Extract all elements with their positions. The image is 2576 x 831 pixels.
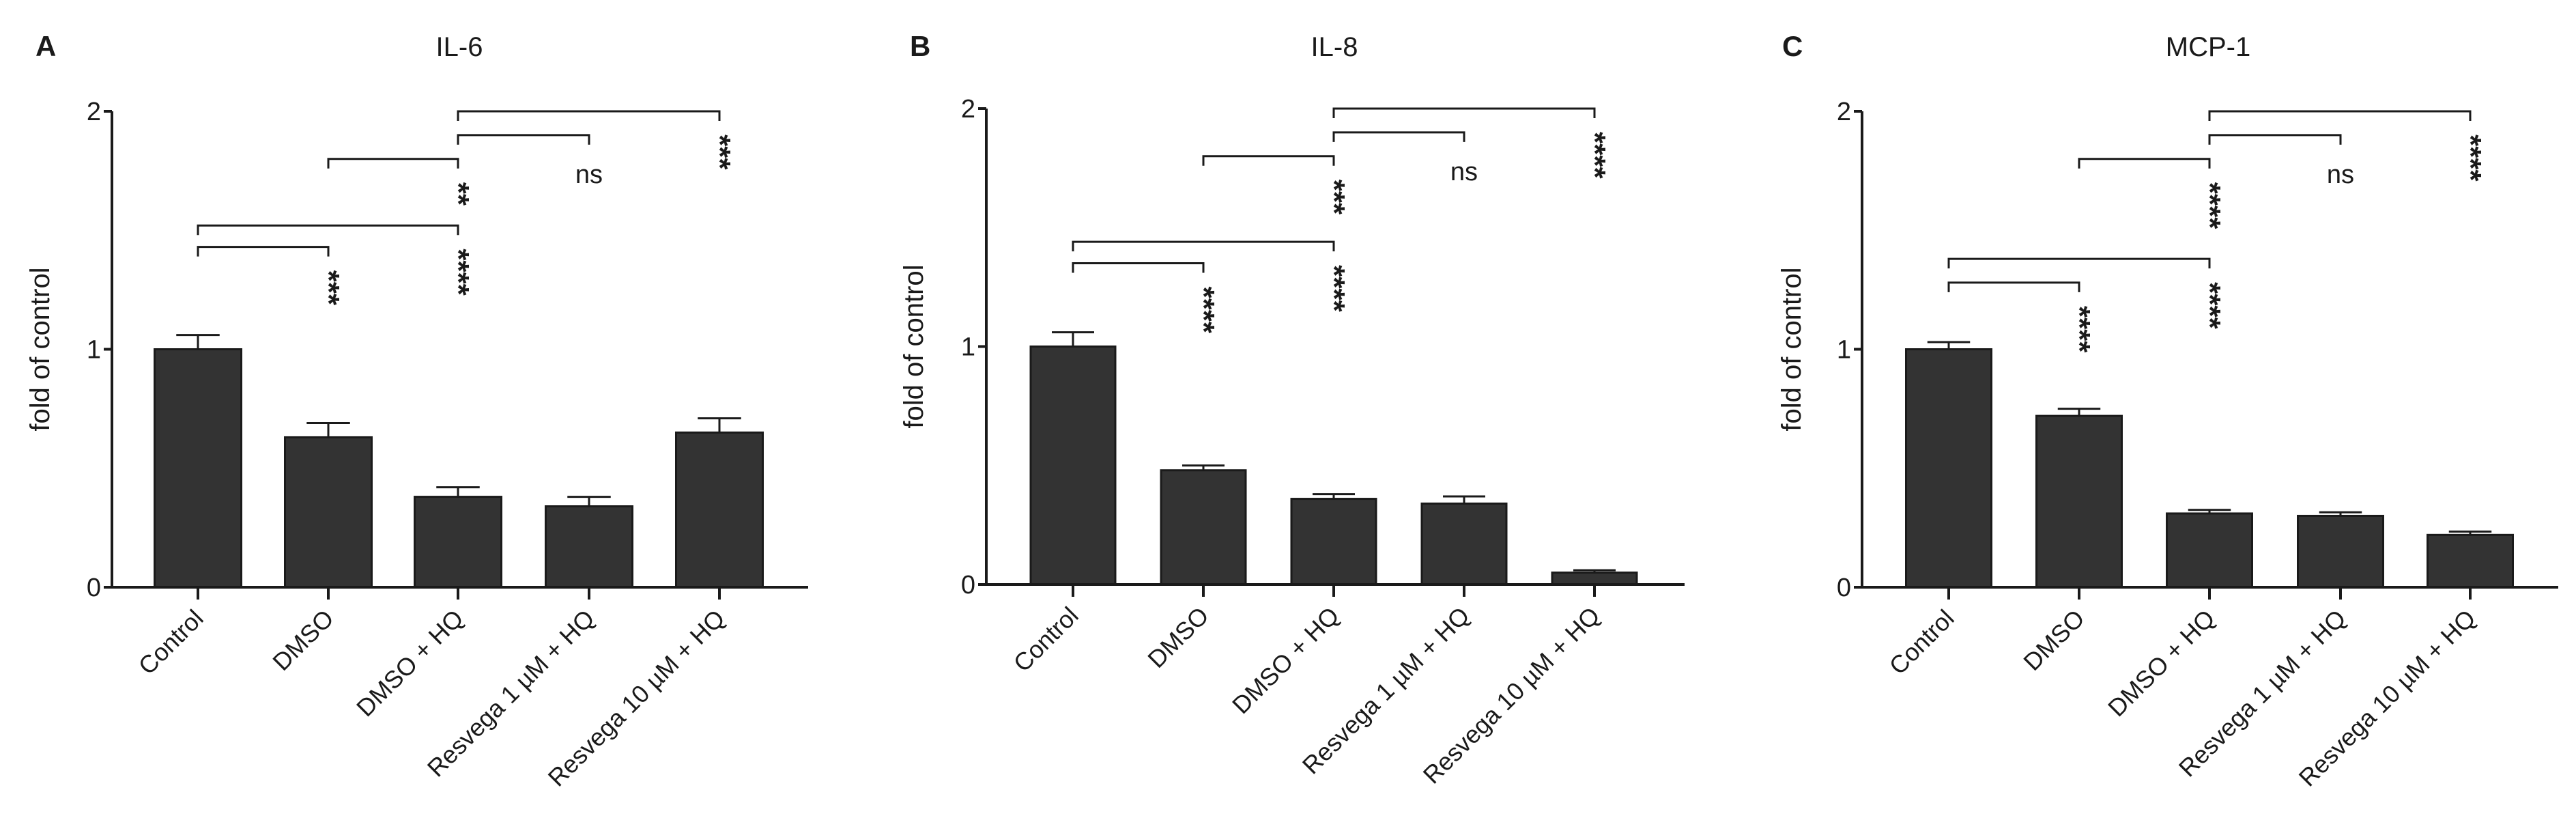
bar xyxy=(284,436,373,589)
x-tick-label: DMSO + HQ xyxy=(351,604,469,722)
x-tick-label: DMSO xyxy=(1142,602,1214,673)
significance-bracket xyxy=(1072,262,1205,273)
error-bar xyxy=(1182,464,1225,470)
significance-label: ns xyxy=(575,160,603,189)
significance-bracket xyxy=(2208,134,2342,145)
bar xyxy=(1290,498,1377,586)
chart-title: IL-8 xyxy=(1311,32,1358,62)
significance-label: *** xyxy=(1317,180,1351,215)
y-tick-label: 2 xyxy=(87,98,101,126)
error-bar xyxy=(306,422,350,438)
significance-label: *** xyxy=(312,270,345,306)
significance-label: **** xyxy=(442,249,475,296)
bar xyxy=(414,496,502,589)
bar xyxy=(545,505,633,589)
significance-label: ns xyxy=(2327,160,2354,189)
error-bar xyxy=(1927,341,1971,350)
significance-bracket xyxy=(1947,257,2211,269)
significance-bracket xyxy=(197,246,330,257)
error-bar xyxy=(567,496,611,507)
x-tick-label: Control xyxy=(1008,602,1084,677)
y-tick-label: 1 xyxy=(961,333,975,362)
bar xyxy=(1905,348,1992,589)
significance-bracket xyxy=(197,224,459,236)
y-tick-label: 0 xyxy=(961,571,975,600)
y-axis-label: fold of control xyxy=(25,267,55,431)
panel-label: A xyxy=(35,30,56,62)
x-tick-label: DMSO + HQ xyxy=(1227,602,1345,720)
significance-bracket xyxy=(457,134,590,145)
error-bar xyxy=(2448,530,2492,535)
significance-bracket xyxy=(327,158,459,169)
significance-label: **** xyxy=(2193,282,2227,329)
x-tick-label: DMSO xyxy=(2018,604,2089,676)
significance-bracket xyxy=(1332,107,1596,118)
error-bar xyxy=(176,334,220,350)
error-bar xyxy=(1573,569,1616,573)
chart-panel-b: B IL-8 fold of control 0 1 2 Control DMSO DMSO +… xyxy=(899,30,1685,789)
bar xyxy=(1551,572,1638,586)
significance-label: **** xyxy=(1578,132,1612,179)
panel-label: C xyxy=(1782,30,1803,62)
y-tick-label: 1 xyxy=(87,336,101,365)
chart-panel-c: C MCP-1 fold of control 0 1 2 Control DMSO DMSO … xyxy=(1777,30,2558,792)
significance-bracket xyxy=(1072,240,1335,252)
bar xyxy=(2166,512,2253,589)
error-bar xyxy=(2057,408,2101,417)
y-axis-label: fold of control xyxy=(899,264,929,428)
significance-bracket xyxy=(2208,110,2472,121)
y-tick-label: 2 xyxy=(1837,98,1851,126)
y-tick-label: 1 xyxy=(1837,336,1851,365)
error-bar xyxy=(2319,511,2362,516)
significance-label: ns xyxy=(1450,158,1478,186)
x-tick-label: Control xyxy=(1884,604,1960,680)
panel-label: B xyxy=(910,30,930,62)
error-bar xyxy=(1443,495,1485,504)
bar xyxy=(1420,503,1508,586)
significance-bracket xyxy=(2078,158,2211,169)
x-tick-label: DMSO + HQ xyxy=(2102,604,2220,722)
bar xyxy=(154,348,242,589)
significance-label: **** xyxy=(2063,306,2096,353)
bar xyxy=(1160,469,1247,586)
significance-bracket xyxy=(1202,155,1335,166)
significance-bracket xyxy=(457,110,721,121)
bar xyxy=(2297,514,2384,589)
significance-bracket xyxy=(1332,131,1465,142)
error-bar xyxy=(1313,493,1355,499)
significance-label: **** xyxy=(2454,135,2487,182)
significance-label: **** xyxy=(2193,182,2227,229)
error-bar xyxy=(436,486,480,497)
chart-title: MCP-1 xyxy=(2166,32,2250,62)
y-tick-label: 0 xyxy=(87,574,101,602)
x-tick-label: Control xyxy=(133,604,209,680)
x-tick-label: DMSO xyxy=(267,604,339,676)
error-bar xyxy=(2188,509,2231,513)
y-axis-label: fold of control xyxy=(1777,267,1807,431)
y-tick-label: 2 xyxy=(961,95,975,124)
bar xyxy=(2427,533,2514,589)
error-bar xyxy=(1052,331,1094,347)
significance-label: **** xyxy=(1317,265,1351,312)
bar xyxy=(2035,414,2123,589)
y-tick-label: 0 xyxy=(1837,574,1851,602)
significance-bracket xyxy=(1947,281,2080,292)
bar xyxy=(675,431,764,589)
chart-title: IL-6 xyxy=(436,32,483,62)
significance-label: **** xyxy=(1187,287,1220,334)
bar xyxy=(1029,346,1117,586)
chart-panel-a: A IL-6 fold of control 0 1 2 Control DMSO DMSO +… xyxy=(25,30,808,792)
significance-label: *** xyxy=(703,135,736,170)
significance-label: ** xyxy=(442,182,475,206)
error-bar xyxy=(698,417,741,433)
